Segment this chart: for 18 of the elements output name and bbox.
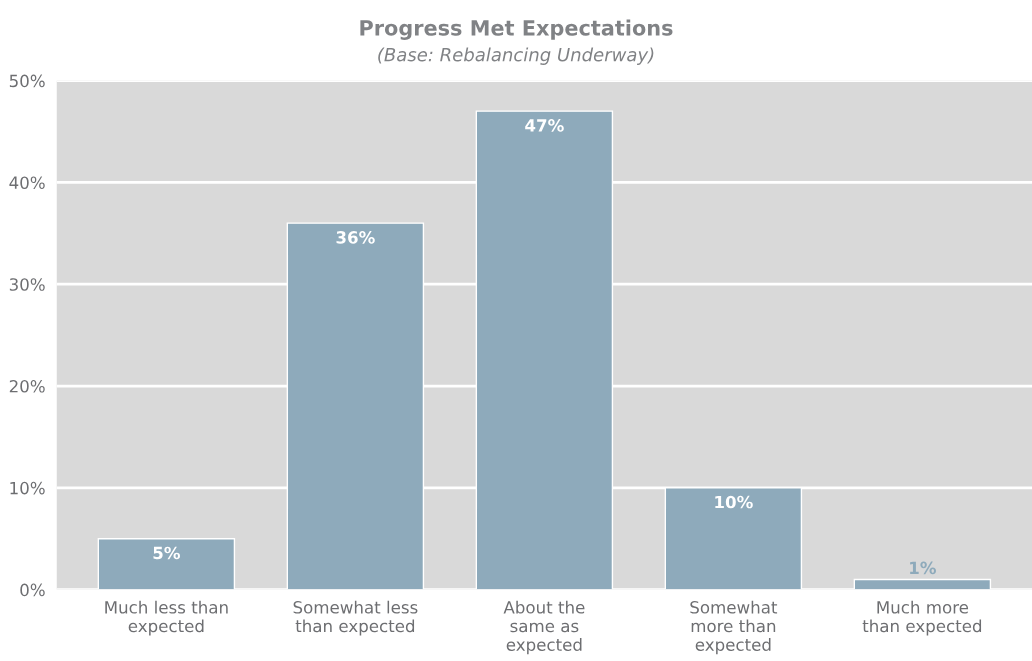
- y-tick-label: 10%: [10, 481, 45, 495]
- data-label: 47%: [525, 119, 564, 132]
- x-tick-label: Somewhat less than expected: [293, 600, 418, 636]
- chart-subtitle: (Base: Rebalancing Underway): [378, 47, 654, 65]
- data-label: 1%: [910, 561, 936, 575]
- data-label: 5%: [153, 546, 180, 560]
- x-tick-label: About the same as expected: [503, 600, 585, 655]
- y-tick-label: 0%: [20, 583, 45, 597]
- chart-title: Progress Met Expectations: [360, 19, 673, 40]
- y-tick-label: 30%: [9, 278, 45, 291]
- data-label: 10%: [715, 495, 753, 509]
- data-label: 36%: [336, 231, 375, 244]
- y-tick-label: 20%: [9, 379, 45, 393]
- x-tick-label: Much less than expected: [105, 600, 228, 636]
- x-tick-label: Much more than expected: [862, 600, 982, 636]
- x-tick-label: Somewhat more than expected: [690, 600, 778, 655]
- y-tick-label: 50%: [9, 74, 45, 88]
- y-tick-label: 40%: [9, 176, 45, 190]
